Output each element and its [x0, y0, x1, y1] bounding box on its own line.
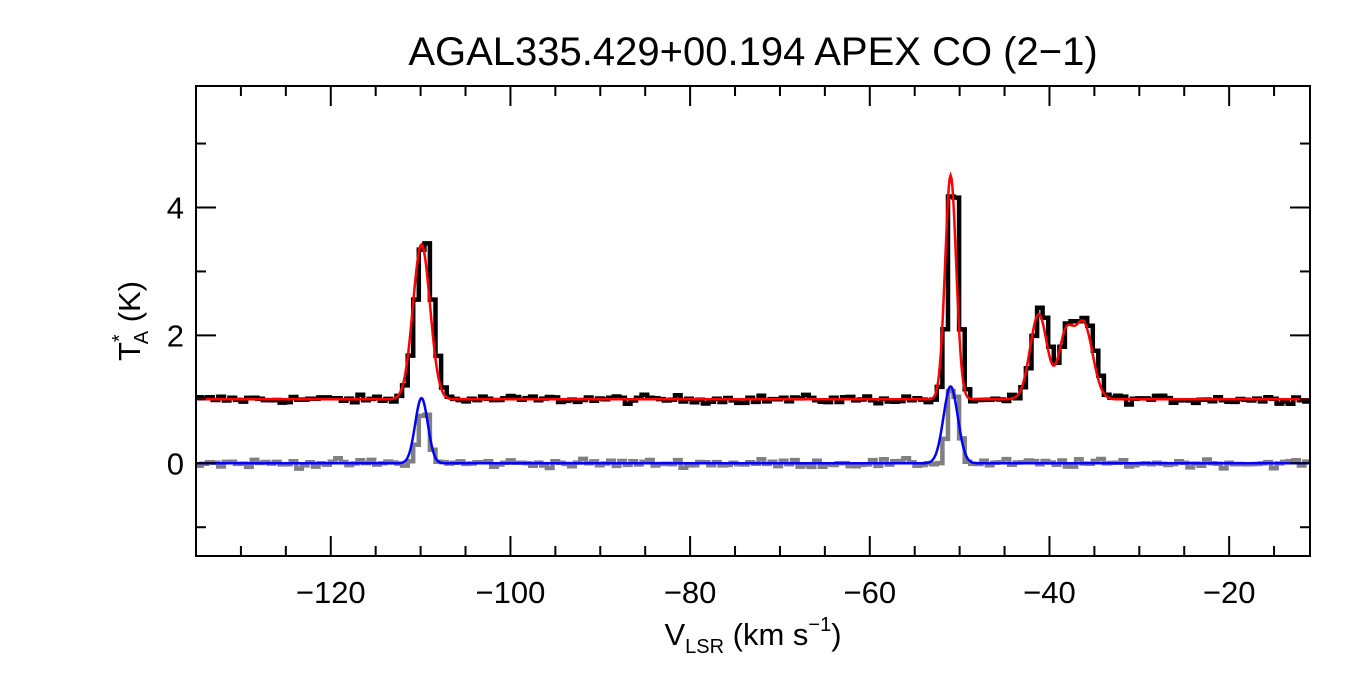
x-axis-label: VLSR (km s−1): [664, 614, 841, 658]
x-tick-label: −60: [843, 575, 896, 610]
x-tick-label: −120: [296, 575, 366, 610]
x-tick-label: −100: [476, 575, 546, 610]
y-tick-labels: 0 2 4: [167, 190, 184, 481]
y-tick-label: 0: [167, 446, 184, 481]
axis-ticks: [195, 86, 1310, 556]
x-tick-labels: −120 −100 −80 −60 −40 −20: [296, 575, 1256, 610]
y-tick-label: 2: [167, 318, 184, 353]
fit-curve-3: [196, 384, 1310, 465]
plot-frame: [195, 85, 1311, 557]
chart-title: AGAL335.429+00.194 APEX CO (2−1): [408, 30, 1097, 74]
x-tick-label: −80: [664, 575, 717, 610]
x-tick-label: −20: [1203, 575, 1256, 610]
plot-area: [196, 171, 1310, 471]
y-axis-label: T*A (K): [109, 281, 153, 361]
x-tick-label: −40: [1023, 575, 1076, 610]
fit-curve-1: [196, 171, 1310, 401]
spectrum-trace-0: [196, 194, 1310, 407]
y-tick-label: 4: [167, 190, 184, 225]
